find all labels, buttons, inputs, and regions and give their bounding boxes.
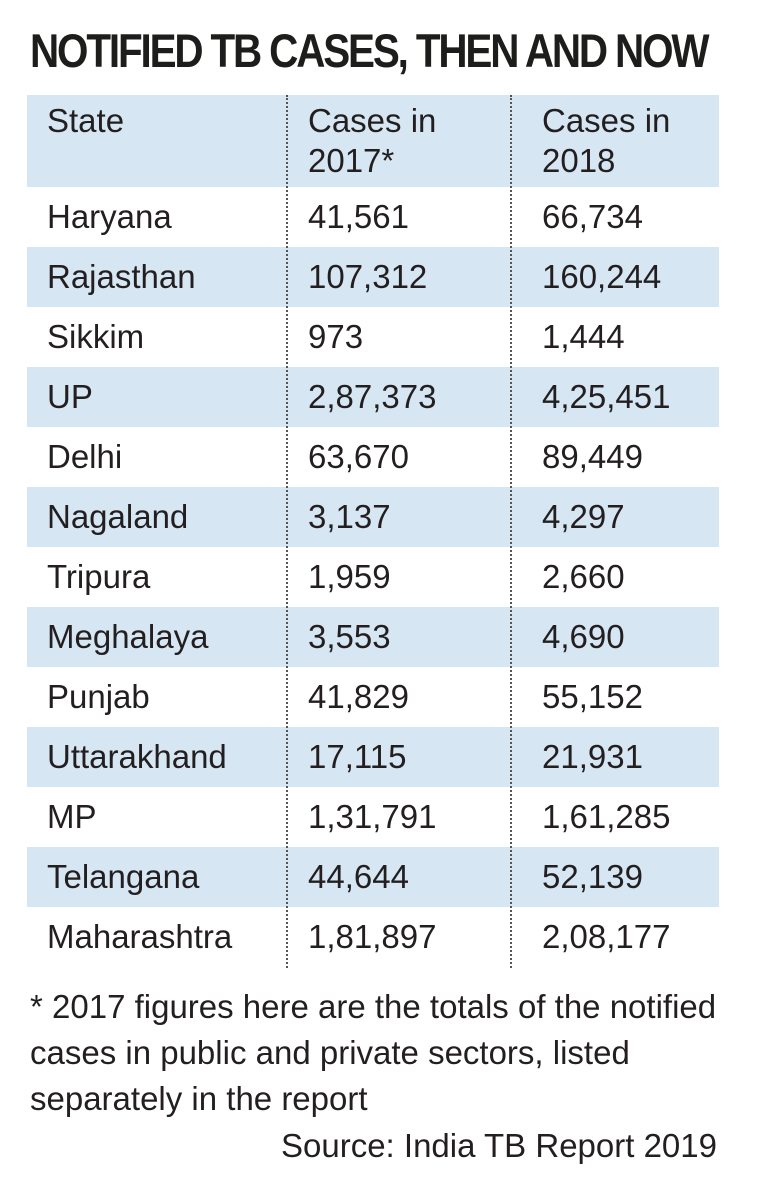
table-header-row: State Cases in 2017* Cases in 2018: [27, 95, 719, 187]
cases-2018-cell: 52,139: [542, 858, 643, 895]
cases-2017-cell: 107,312: [308, 258, 428, 295]
header-cases-2018: Cases in 2018: [542, 102, 671, 179]
table-row: Delhi 63,670 89,449: [27, 427, 719, 487]
state-cell: Tripura: [47, 558, 151, 595]
cases-2017-cell: 44,644: [308, 858, 409, 895]
tb-cases-table: State Cases in 2017* Cases in 2018 Harya…: [27, 95, 719, 967]
column-divider-1: [286, 95, 288, 968]
table-row: Uttarakhand 17,115 21,931: [27, 727, 719, 787]
table-body: Haryana 41,561 66,734 Rajasthan 107,312 160,2…: [27, 187, 719, 967]
cases-2017-cell: 973: [308, 318, 364, 355]
table-row: Nagaland 3,137 4,297: [27, 487, 719, 547]
table-row: Rajasthan 107,312 160,244: [27, 247, 719, 307]
cases-2018-cell: 4,25,451: [542, 378, 671, 415]
state-cell: UP: [47, 378, 93, 415]
state-cell: Rajasthan: [47, 258, 196, 295]
table-row: MP 1,31,791 1,61,285: [27, 787, 719, 847]
cases-2018-cell: 2,08,177: [542, 918, 671, 955]
cases-2018-cell: 55,152: [542, 678, 643, 715]
cases-2017-cell: 3,137: [308, 498, 391, 535]
table-row: UP 2,87,373 4,25,451: [27, 367, 719, 427]
cases-2017-cell: 41,829: [308, 678, 409, 715]
source-note: Source: India TB Report 2019: [281, 1127, 717, 1164]
state-cell: Delhi: [47, 438, 123, 475]
cases-2017-cell: 1,959: [308, 558, 391, 595]
column-divider-2: [510, 95, 512, 968]
cases-2018-cell: 66,734: [542, 198, 643, 235]
state-cell: Uttarakhand: [47, 738, 227, 775]
state-cell: Punjab: [47, 678, 150, 715]
cases-2018-cell: 89,449: [542, 438, 643, 475]
state-cell: MP: [47, 798, 97, 835]
chart-title: NOTIFIED TB CASES, THEN AND NOW: [30, 24, 710, 77]
table-row: Maharashtra 1,81,897 2,08,177: [27, 907, 719, 967]
cases-2018-cell: 4,690: [542, 618, 625, 655]
cases-2018-cell: 1,61,285: [542, 798, 671, 835]
table-row: Sikkim 973 1,444: [27, 307, 719, 367]
table-row: Haryana 41,561 66,734: [27, 187, 719, 247]
cases-2018-cell: 21,931: [542, 738, 643, 775]
cases-2018-cell: 4,297: [542, 498, 625, 535]
cases-2017-cell: 1,81,897: [308, 918, 437, 955]
state-cell: Telangana: [47, 858, 200, 895]
footnote: * 2017 figures here are the totals of th…: [30, 988, 717, 1117]
cases-2017-cell: 2,87,373: [308, 378, 437, 415]
header-state: State: [47, 102, 125, 139]
cases-2017-cell: 3,553: [308, 618, 391, 655]
cases-2018-cell: 2,660: [542, 558, 625, 595]
cases-2017-cell: 41,561: [308, 198, 409, 235]
state-cell: Sikkim: [47, 318, 145, 355]
cases-2017-cell: 1,31,791: [308, 798, 437, 835]
cases-2017-cell: 17,115: [308, 738, 407, 775]
cases-2018-cell: 1,444: [542, 318, 625, 355]
table-row: Telangana 44,644 52,139: [27, 847, 719, 907]
cases-2018-cell: 160,244: [542, 258, 662, 295]
state-cell: Maharashtra: [47, 918, 233, 955]
state-cell: Meghalaya: [47, 618, 209, 655]
table-row: Meghalaya 3,553 4,690: [27, 607, 719, 667]
cases-2017-cell: 63,670: [308, 438, 409, 475]
header-cases-2017: Cases in 2017*: [308, 102, 437, 179]
state-cell: Nagaland: [47, 498, 189, 535]
table-row: Tripura 1,959 2,660: [27, 547, 719, 607]
table-row: Punjab 41,829 55,152: [27, 667, 719, 727]
state-cell: Haryana: [47, 198, 172, 235]
